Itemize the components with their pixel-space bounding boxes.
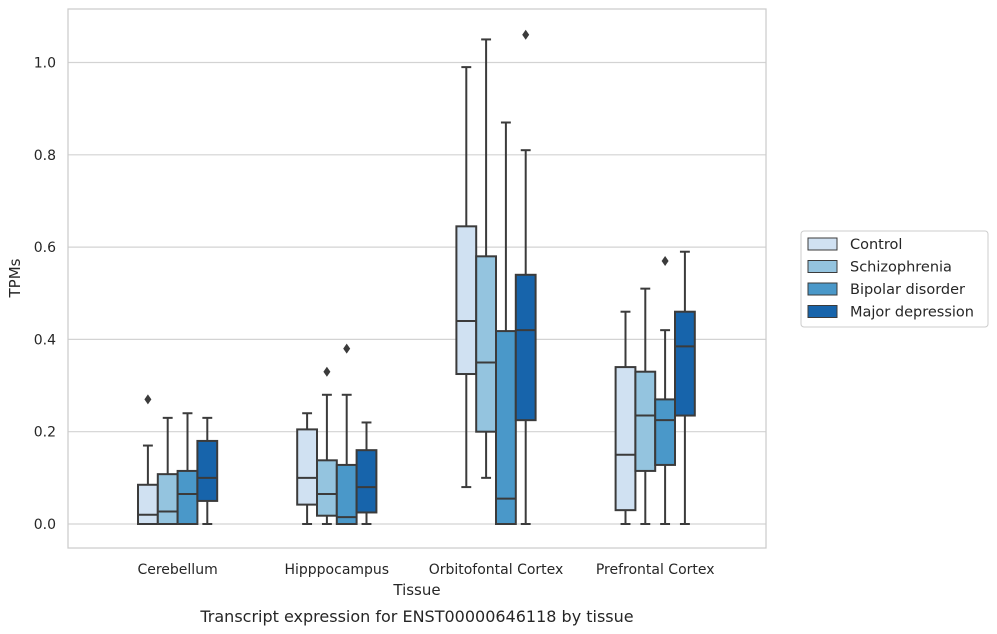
x-tick-label: Hipppocampus: [284, 562, 389, 578]
y-tick-label: 0.4: [34, 332, 56, 348]
box-bipolar-disorder: [495, 121, 517, 525]
box-major-depression: [514, 29, 537, 525]
box-body: [634, 370, 657, 472]
box-body: [614, 366, 637, 512]
box-control: [296, 412, 319, 525]
x-tick-label: Prefrontal Cortex: [596, 562, 715, 578]
box-body: [316, 459, 338, 517]
outlier-marker: [343, 343, 351, 354]
box-plots: [137, 29, 696, 526]
box-body: [674, 310, 696, 417]
box-body: [335, 463, 358, 526]
box-body: [156, 473, 179, 525]
box-schizophrenia: [475, 38, 498, 479]
legend-swatch: [807, 305, 838, 318]
box-control: [137, 394, 159, 525]
box-body: [514, 273, 537, 422]
box-schizophrenia: [316, 366, 338, 525]
legend-label: Control: [850, 237, 902, 253]
box-body: [355, 449, 378, 514]
y-axis-ticks: 0.0 0.2 0.4 0.6 0.8 1.0: [34, 56, 56, 534]
legend-swatch: [807, 260, 838, 273]
x-axis-title: Tissue: [392, 581, 440, 599]
legend-swatch: [807, 282, 838, 296]
legend: Control Schizophrenia Bipolar disorder Majo…: [800, 230, 989, 328]
plot-frame: [67, 8, 767, 549]
outlier-marker: [522, 29, 530, 40]
legend-label: Schizophrenia: [850, 260, 952, 276]
box-body: [296, 428, 319, 506]
box-major-depression: [355, 421, 378, 525]
outlier-marker: [661, 255, 669, 266]
box-body: [137, 483, 159, 525]
x-axis-ticks: Cerebellum Hipppocampus Orbitofontal Corte…: [137, 562, 714, 578]
legend-label: Major depression: [850, 305, 974, 321]
y-axis-title: TPMs: [6, 258, 24, 298]
legend-label: Bipolar disorder: [850, 282, 965, 298]
outlier-marker: [323, 366, 331, 377]
box-body: [196, 439, 219, 502]
box-body: [495, 330, 517, 525]
legend-frame: [800, 230, 989, 328]
x-tick-label: Orbitofontal Cortex: [429, 562, 564, 578]
box-body: [176, 469, 199, 525]
box-major-depression: [674, 250, 696, 525]
chart-caption: Transcript expression for ENST0000064611…: [199, 607, 633, 626]
outlier-marker: [144, 394, 152, 405]
box-body: [654, 398, 677, 466]
legend-swatch: [807, 237, 838, 251]
box-bipolar-disorder: [335, 343, 358, 526]
box-bipolar-disorder: [654, 255, 677, 525]
y-tick-label: 0.8: [34, 148, 56, 164]
box-control: [455, 66, 478, 489]
y-tick-label: 0.0: [34, 517, 56, 533]
box-body: [455, 225, 478, 376]
x-tick-label: Cerebellum: [137, 562, 217, 578]
y-tick-label: 0.2: [34, 425, 56, 441]
box-bipolar-disorder: [176, 412, 199, 525]
y-tick-label: 1.0: [34, 56, 56, 72]
box-body: [475, 255, 498, 433]
box-major-depression: [196, 416, 219, 525]
y-tick-label: 0.6: [34, 240, 56, 256]
